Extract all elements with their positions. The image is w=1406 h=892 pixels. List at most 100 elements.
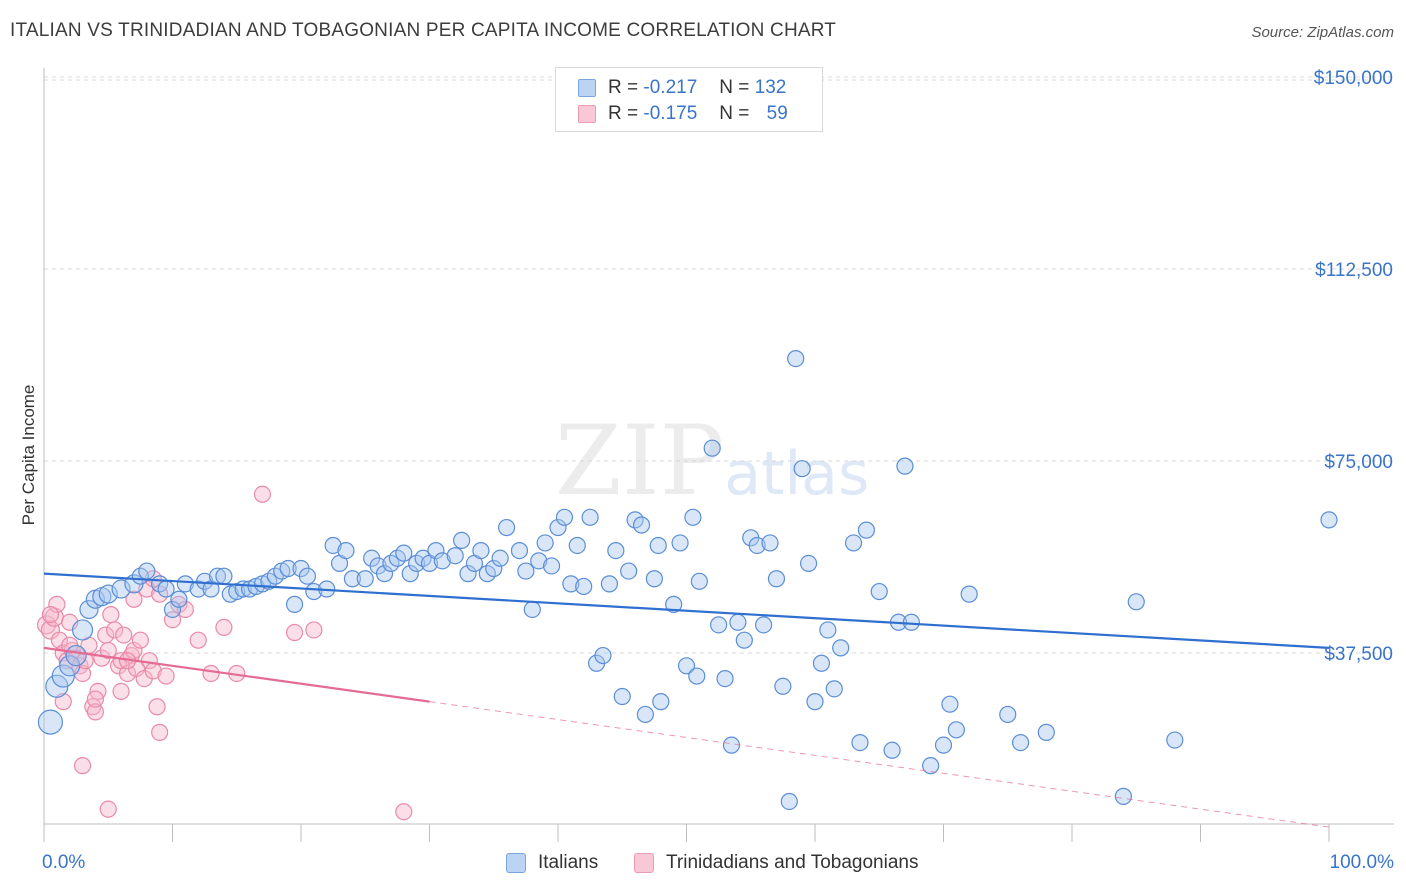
data-point-italians <box>71 619 94 641</box>
data-point-italians <box>568 536 586 555</box>
legend-label-italians: Italians <box>538 852 599 873</box>
data-point-italians <box>671 534 689 552</box>
data-point-italians <box>581 508 599 526</box>
series-italians-points <box>37 350 1338 811</box>
data-point-italians <box>395 544 413 562</box>
data-point-italians <box>562 575 580 593</box>
data-point-italians <box>459 565 477 583</box>
data-point-italians <box>896 457 914 475</box>
data-point-italians <box>65 644 87 667</box>
data-point-italians <box>688 667 706 685</box>
data-point-italians <box>774 677 792 695</box>
data-point-italians <box>542 557 561 575</box>
data-point-italians <box>735 631 753 649</box>
legend-r-label: R = <box>608 77 639 98</box>
data-point-italians <box>799 554 818 573</box>
data-point-italians <box>433 552 451 570</box>
data-point-italians <box>37 709 64 735</box>
data-point-italians <box>51 664 75 688</box>
data-point-italians <box>665 595 683 613</box>
data-point-trinidadians <box>40 620 61 640</box>
x-tick-right: 100.0% <box>1329 852 1394 873</box>
data-point-italians <box>761 534 779 552</box>
legend-swatch-trinidadians <box>634 853 654 873</box>
data-point-italians <box>947 721 965 739</box>
data-point-italians <box>1037 723 1055 741</box>
data-point-italians <box>1166 731 1184 749</box>
data-point-italians <box>645 570 663 588</box>
data-point-italians <box>832 639 850 657</box>
data-point-italians <box>754 616 773 634</box>
data-point-trinidadians <box>54 693 72 711</box>
legend-row-trinidadians: R = -0.175 N = 59 <box>578 102 788 126</box>
data-point-italians <box>79 599 99 620</box>
data-point-italians <box>632 516 651 534</box>
legend-r-value: -0.217 <box>643 77 698 98</box>
data-point-italians <box>806 693 824 711</box>
data-point-italians <box>491 549 509 567</box>
data-point-italians <box>1320 511 1338 529</box>
data-point-italians <box>941 695 959 713</box>
data-point-italians <box>922 757 940 775</box>
legend-n-label: N = <box>719 103 750 124</box>
chart-title: ITALIAN VS TRINIDADIAN AND TOBAGONIAN PE… <box>10 20 837 41</box>
data-point-italians <box>555 508 574 526</box>
y-tick-label: $75,000 <box>1324 452 1393 473</box>
correlation-legend: R = -0.217 N = 132 R = -0.175 N = 59 <box>555 67 823 132</box>
data-point-italians <box>446 547 464 565</box>
axes <box>43 68 1394 842</box>
data-point-italians <box>844 534 863 552</box>
data-point-italians <box>1011 733 1030 752</box>
data-point-italians <box>111 579 131 599</box>
data-point-italians <box>594 646 612 665</box>
data-point-italians <box>1114 787 1133 805</box>
data-point-italians <box>279 559 297 578</box>
legend-swatch-trinidadians <box>578 105 596 123</box>
legend-item-trinidadians[interactable]: Trinidadians and Tobagonians <box>634 852 918 874</box>
legend-swatch-italians <box>506 853 526 873</box>
data-point-italians <box>170 590 188 608</box>
data-point-italians <box>851 733 869 752</box>
data-point-italians <box>780 792 798 811</box>
data-point-italians <box>716 669 734 688</box>
data-point-italians <box>677 657 696 675</box>
data-point-italians <box>819 621 837 639</box>
data-point-italians <box>649 536 667 555</box>
data-point-trinidadians <box>106 621 124 639</box>
data-point-italians <box>703 439 721 457</box>
data-point-italians <box>722 736 741 754</box>
data-point-trinidadians <box>215 618 233 637</box>
data-point-italians <box>472 541 490 560</box>
trendline-italians <box>43 572 1330 649</box>
legend-n-value: 59 <box>766 103 788 124</box>
data-point-trinidadians <box>253 485 272 503</box>
data-point-trinidadians <box>163 611 182 629</box>
data-point-italians <box>285 595 304 613</box>
data-point-italians <box>767 570 786 588</box>
trendline-trinidadians-extension <box>429 701 1330 828</box>
data-point-italians <box>825 680 843 698</box>
trendline-trinidadians <box>43 646 430 703</box>
legend-item-italians[interactable]: Italians <box>506 852 598 874</box>
source-label[interactable]: Source: ZipAtlas.com <box>1251 24 1394 41</box>
data-point-italians <box>453 531 471 549</box>
legend-row-italians: R = -0.217 N = 132 <box>578 76 786 100</box>
data-point-italians <box>999 705 1017 724</box>
data-point-italians <box>652 693 670 711</box>
data-point-italians <box>510 541 529 560</box>
data-point-italians <box>163 600 182 619</box>
data-point-trinidadians <box>102 605 120 624</box>
data-point-italians <box>690 572 708 590</box>
legend-r-label: R = <box>608 103 639 124</box>
data-point-trinidadians <box>151 723 169 741</box>
data-point-trinidadians <box>118 664 137 683</box>
data-point-trinidadians <box>73 757 92 775</box>
data-point-trinidadians <box>86 703 105 721</box>
data-point-italians <box>498 518 516 537</box>
data-point-trinidadians <box>48 595 66 613</box>
data-point-italians <box>857 521 876 539</box>
data-point-italians <box>305 582 323 601</box>
data-point-trinidadians <box>176 600 194 619</box>
data-point-italians <box>960 585 978 603</box>
gridlines <box>44 76 1394 654</box>
